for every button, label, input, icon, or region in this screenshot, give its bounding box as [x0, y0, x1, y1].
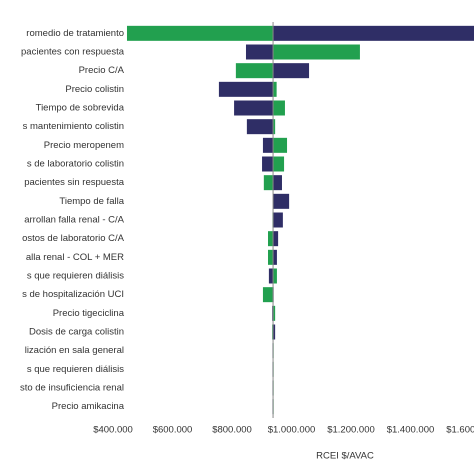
- category-label: Tiempo de falla: [59, 196, 124, 207]
- category-label: Precio tigeciclina: [53, 308, 125, 319]
- category-label: pacientes sin respuesta: [24, 177, 125, 188]
- category-label: ostos de laboratorio C/A: [22, 233, 125, 244]
- category-label: alla renal - COL + MER: [26, 252, 124, 263]
- bar: [245, 44, 274, 60]
- category-label: s que requieren diálisis: [27, 271, 124, 282]
- category-label: pacientes con respuesta: [21, 47, 125, 58]
- category-label: Precio amikacina: [52, 401, 125, 412]
- category-label: lización en sala general: [25, 345, 124, 356]
- bar: [273, 156, 285, 172]
- x-tick-label: $800.000: [212, 425, 252, 436]
- bar: [273, 193, 290, 209]
- bar: [262, 287, 274, 303]
- bar: [273, 100, 285, 116]
- bar: [273, 81, 277, 97]
- bar: [273, 63, 310, 79]
- bar: [273, 137, 288, 153]
- x-tick-label: $400.000: [93, 425, 133, 436]
- bar: [273, 305, 276, 321]
- x-axis-label: RCEI $/AVAC: [316, 451, 374, 462]
- bar: [273, 119, 276, 135]
- x-tick-label: $1.400.000: [387, 425, 435, 436]
- category-label: Precio colistin: [65, 84, 124, 95]
- x-tick-label: $1.600.000: [446, 425, 474, 436]
- category-label: s de laboratorio colistin: [27, 159, 124, 170]
- x-tick-label: $1.000.000: [268, 425, 316, 436]
- bar: [268, 268, 274, 284]
- category-label: Precio meropenem: [44, 140, 124, 151]
- bar: [267, 231, 274, 247]
- bar: [126, 25, 274, 41]
- bar: [273, 175, 282, 191]
- bar: [273, 44, 360, 60]
- bar: [218, 81, 274, 97]
- bar: [262, 156, 274, 172]
- bar: [273, 25, 474, 41]
- category-label: Precio C/A: [79, 65, 125, 76]
- bar: [273, 324, 276, 340]
- category-label: sto de insuficiencia renal: [20, 383, 124, 394]
- bar: [263, 175, 274, 191]
- bar: [246, 119, 274, 135]
- bar: [267, 249, 274, 265]
- bar: [273, 268, 277, 284]
- category-label: s que requieren diálisis: [27, 364, 124, 375]
- bar: [273, 212, 283, 228]
- category-label: Dosis de carga colistin: [29, 327, 124, 338]
- x-tick-label: $600.000: [153, 425, 193, 436]
- bar: [234, 100, 274, 116]
- category-label: arrollan falla renal - C/A: [24, 215, 124, 226]
- category-label: s de hospitalización UCI: [22, 289, 124, 300]
- category-label: Tiempo de sobrevida: [36, 103, 125, 114]
- bar: [262, 137, 274, 153]
- category-label: s mantenimiento colistin: [23, 121, 124, 132]
- bar: [273, 231, 279, 247]
- category-label: romedio de tratamiento: [26, 28, 124, 39]
- x-tick-label: $1.200.000: [327, 425, 375, 436]
- bar: [235, 63, 274, 79]
- bar: [273, 249, 277, 265]
